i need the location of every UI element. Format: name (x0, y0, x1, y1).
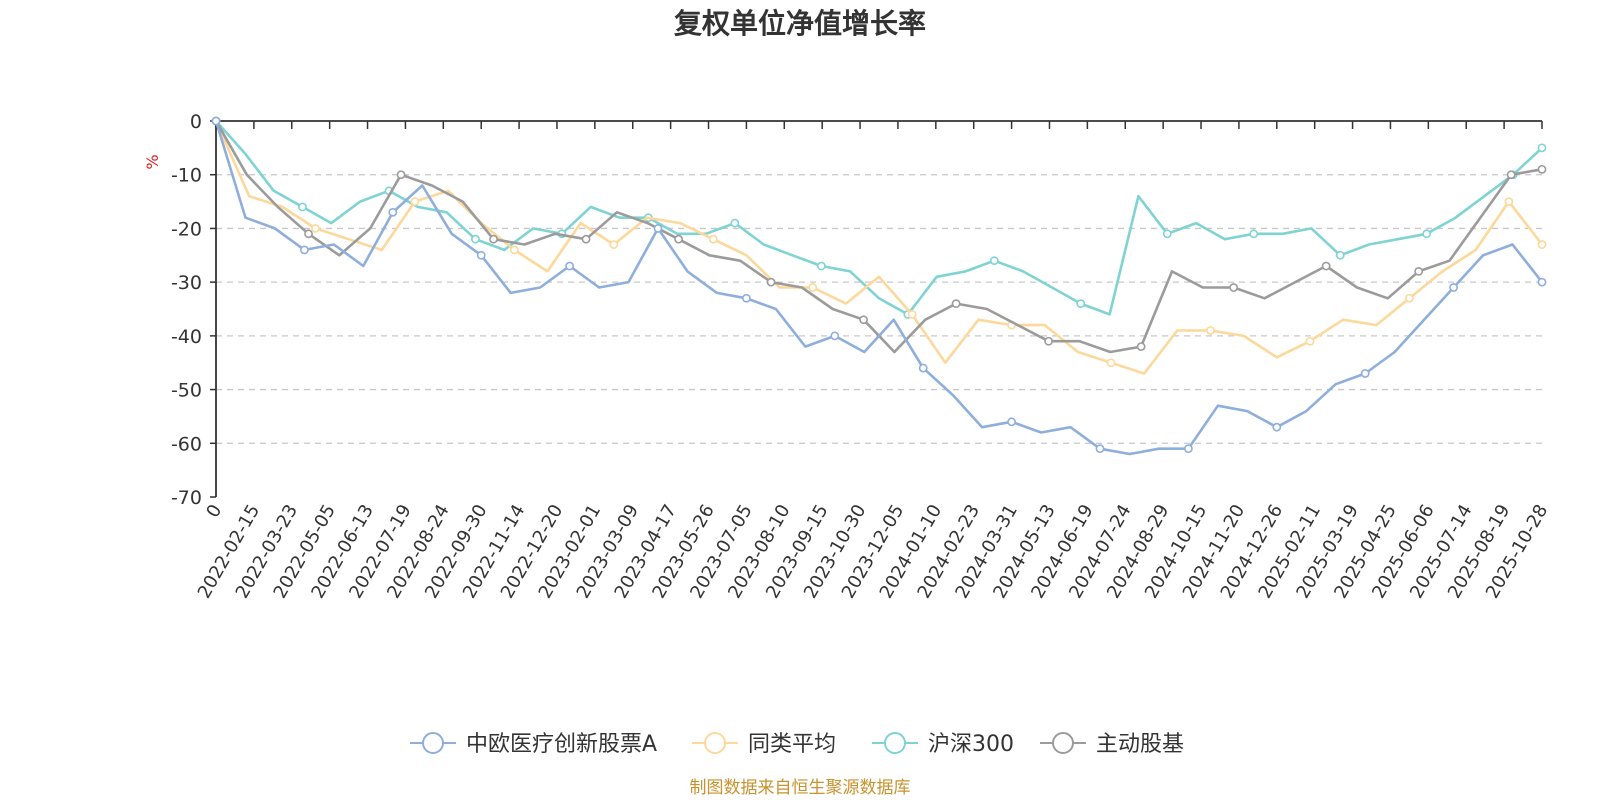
series-point (808, 283, 818, 292)
series-point (1095, 444, 1105, 454)
y-tick-label: -60 (171, 433, 202, 455)
series-point (1162, 229, 1172, 239)
y-tick-label: -50 (171, 380, 202, 402)
y-tick-label: 0 (190, 111, 202, 133)
series-point (918, 363, 928, 373)
legend-label: 中欧医疗创新股票A (466, 732, 657, 757)
legend-item: 主动股基 (1040, 732, 1184, 757)
series-point (509, 245, 519, 255)
series-point (1206, 326, 1215, 335)
y-tick-label: -70 (171, 487, 202, 509)
series-point (311, 224, 320, 233)
x-axis-ticks: 02022-02-152022-03-232022-05-052022-06-1… (194, 121, 1552, 602)
chart-title: 复权单位净值增长率 (674, 7, 926, 40)
series-point (859, 315, 868, 325)
y-tick-label: -10 (171, 165, 202, 187)
series-line (214, 120, 1543, 354)
series-point (830, 331, 840, 341)
x-tick-label: 0 (202, 501, 226, 521)
legend-swatch-circle (422, 732, 444, 754)
series-point (211, 116, 221, 126)
series-lines (211, 116, 1547, 456)
series-point (1321, 261, 1331, 271)
legend-item: 沪深300 (872, 732, 1014, 757)
y-tick-label: -40 (171, 326, 202, 348)
series-group (211, 116, 1547, 319)
series-point (1537, 143, 1547, 153)
series-point (471, 234, 480, 244)
grid-lines (216, 174, 1542, 444)
legend-item: 同类平均 (692, 732, 836, 757)
series-point (304, 229, 313, 239)
series-point (388, 207, 398, 217)
series-point (298, 202, 307, 212)
series-point (410, 197, 420, 206)
series-point (1449, 283, 1458, 292)
series-point (1076, 299, 1086, 309)
series-point (396, 170, 406, 180)
legend-swatch-circle (884, 732, 906, 754)
series-point (989, 256, 999, 266)
axes (215, 120, 1542, 497)
series-group (211, 116, 1547, 354)
series-point (581, 234, 591, 244)
series-point (1106, 358, 1116, 368)
series-point (766, 277, 776, 287)
series-point (1249, 229, 1259, 239)
series-point (1305, 336, 1315, 346)
y-axis-unit-label: % (143, 154, 162, 169)
legend-swatch-circle (704, 732, 726, 754)
series-point (476, 250, 486, 260)
series-line (214, 120, 1544, 456)
legend-label: 同类平均 (748, 732, 836, 757)
series-point (1136, 342, 1146, 351)
series-point (1537, 240, 1547, 249)
series-point (1044, 336, 1054, 346)
series-point (674, 234, 683, 244)
legend-label: 主动股基 (1096, 732, 1184, 757)
y-axis-ticks: 0 -10 -20 -30 -40 -50 -60 -70 (171, 111, 216, 509)
legend-label: 沪深300 (928, 732, 1014, 757)
series-group (211, 116, 1547, 456)
series-point (1229, 283, 1239, 292)
series-point (1414, 266, 1424, 276)
series-point (951, 299, 961, 309)
series-point (1422, 229, 1432, 239)
legend-item: 中欧医疗创新股票A (410, 732, 657, 757)
series-point (1335, 250, 1345, 260)
series-point (730, 218, 740, 228)
series-point (816, 261, 826, 271)
series-point (1184, 444, 1193, 454)
series-point (609, 240, 619, 249)
series-line (214, 120, 1544, 375)
series-point (1360, 369, 1370, 378)
series-point (1272, 422, 1282, 432)
series-point (489, 234, 498, 244)
series-point (1537, 164, 1547, 174)
series-point (1405, 293, 1414, 303)
data-source-note: 制图数据来自恒生聚源数据库 (690, 778, 911, 798)
legend-swatch-circle (1052, 732, 1074, 754)
series-point (708, 234, 718, 244)
y-tick-label: -30 (171, 272, 202, 294)
series-point (299, 245, 309, 255)
series-point (565, 261, 574, 271)
series-point (1537, 277, 1547, 287)
series-point (907, 309, 917, 319)
y-tick-label: -20 (171, 218, 202, 240)
legend: 中欧医疗创新股票A 同类平均 沪深300 主动股基 (410, 732, 1184, 757)
series-point (653, 224, 663, 233)
series-line (215, 120, 1543, 316)
series-point (1007, 417, 1016, 427)
series-point (742, 293, 751, 303)
series-point (1506, 170, 1516, 180)
series-point (1504, 197, 1514, 206)
